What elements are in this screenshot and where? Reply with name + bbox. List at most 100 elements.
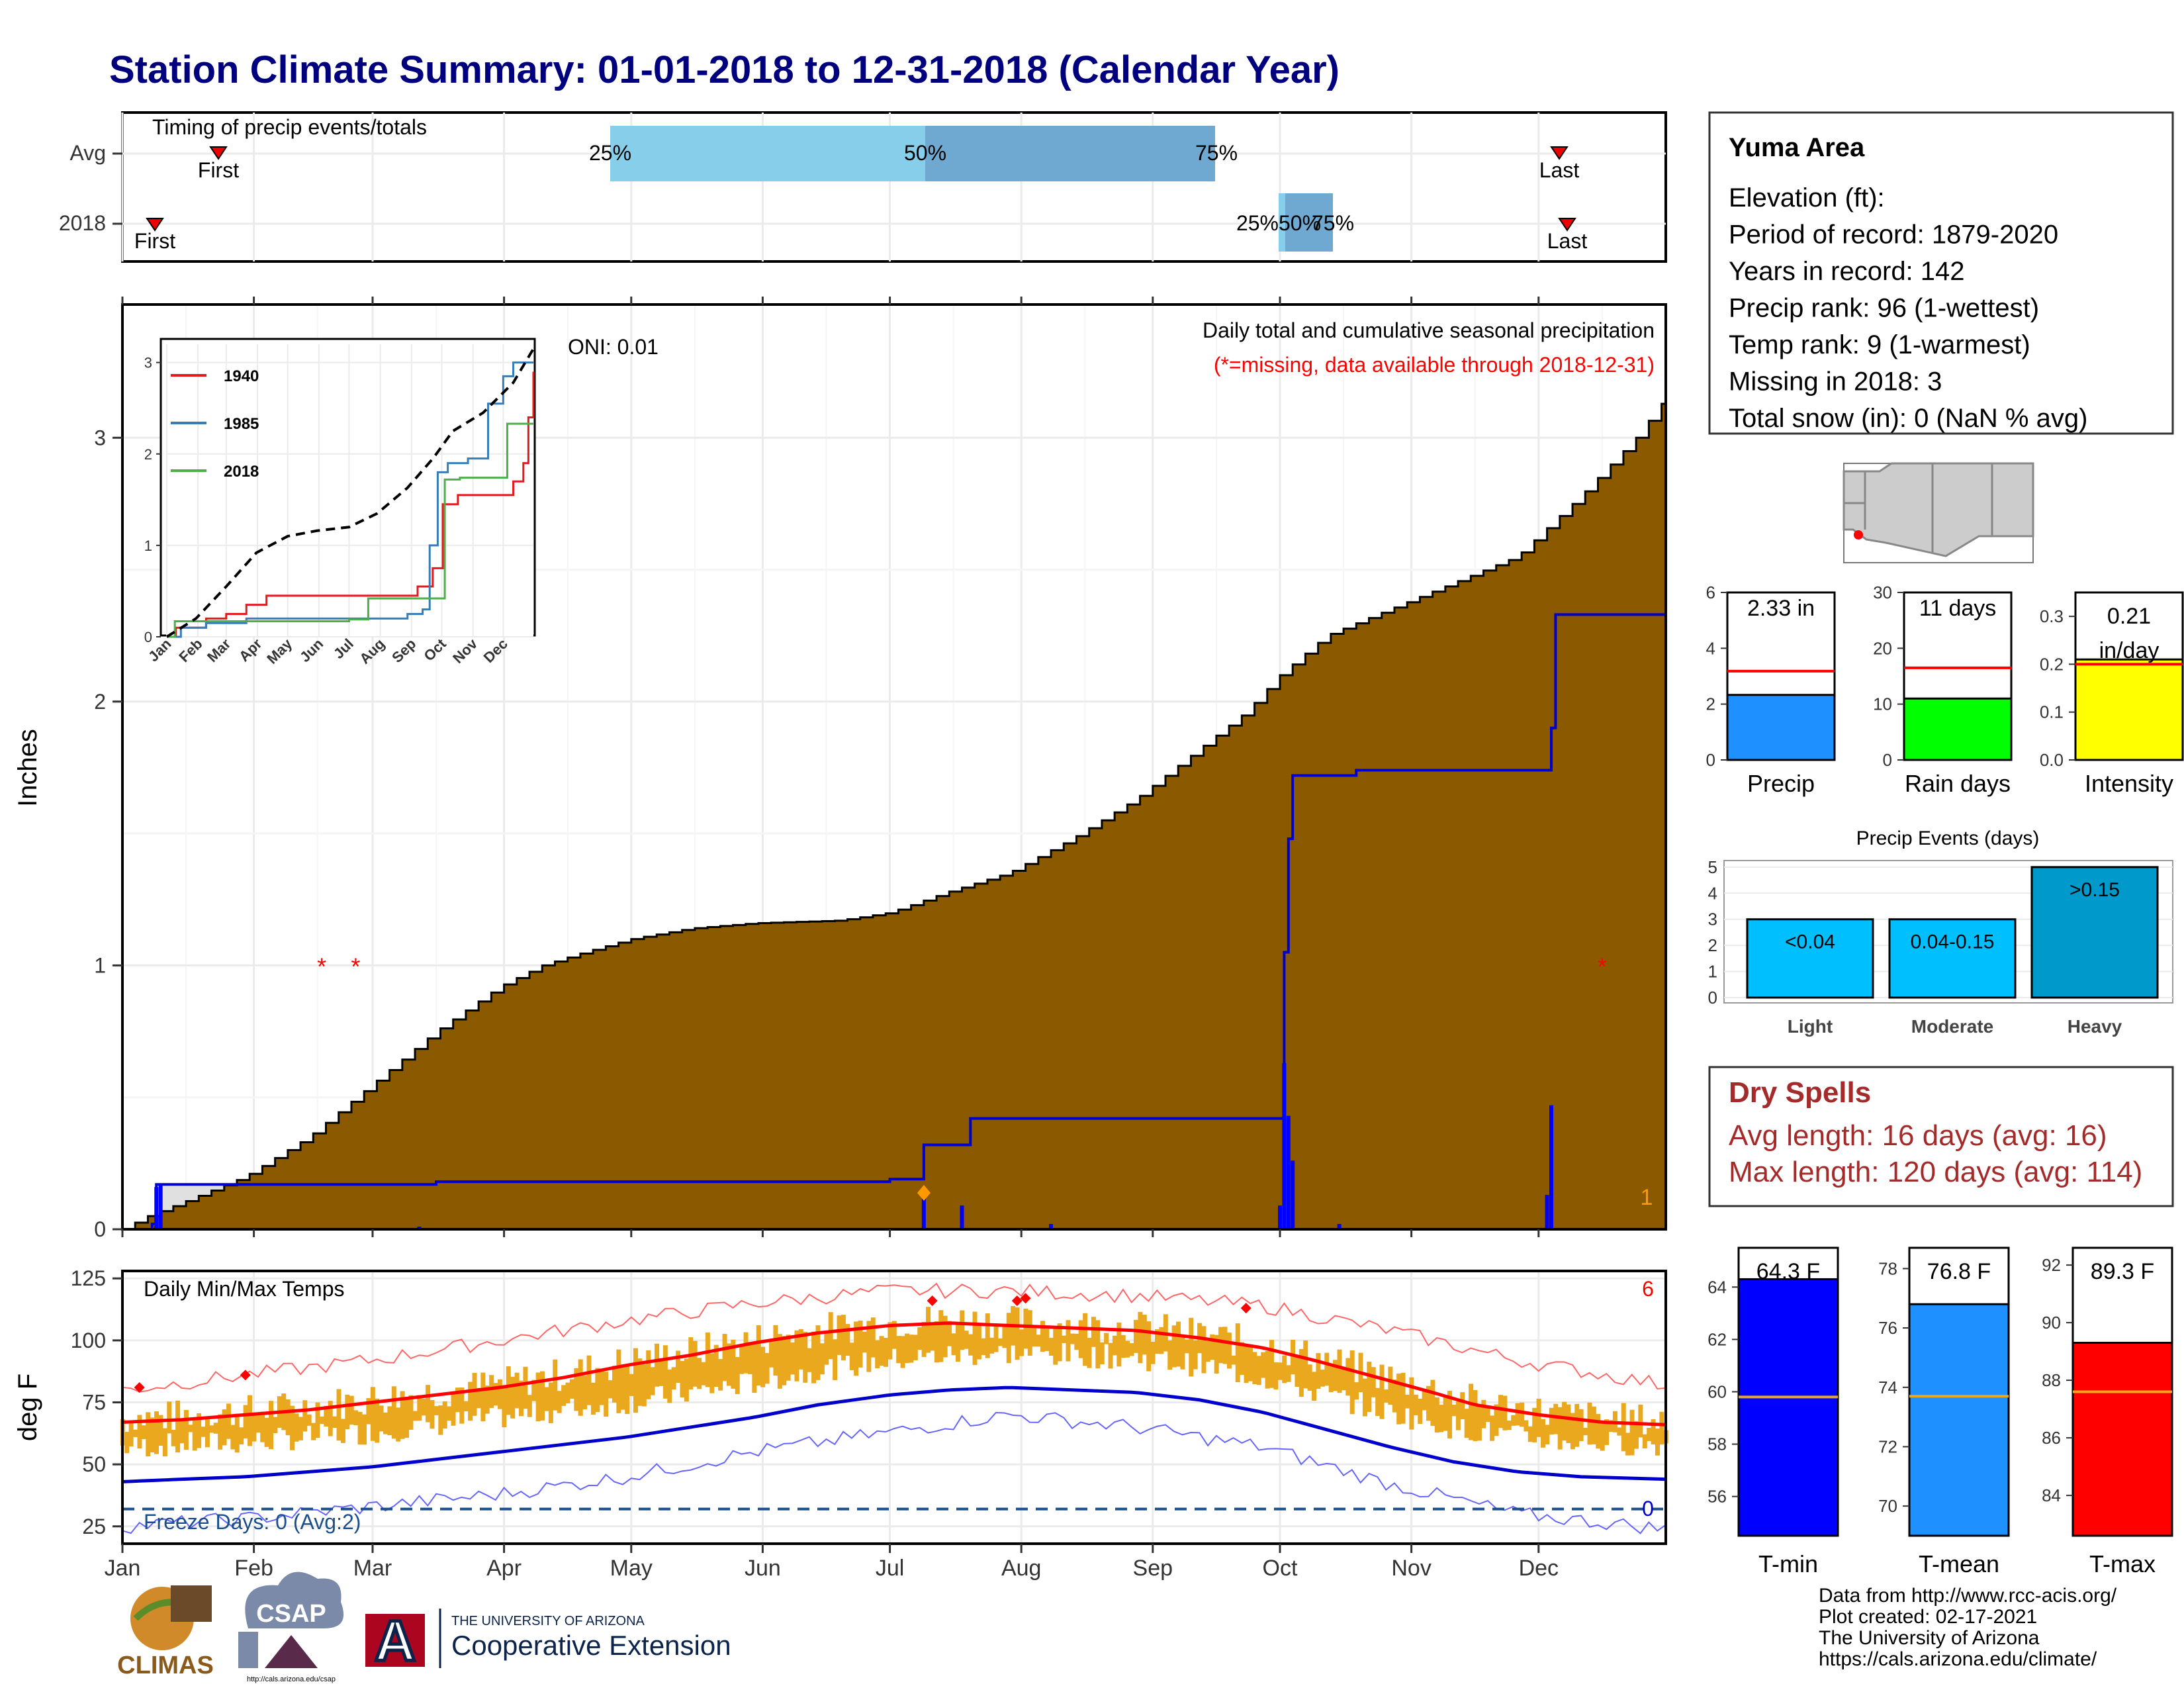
info-line: Temp rank: 9 (1-warmest) — [1729, 330, 2030, 359]
temp-ylabel: deg F — [13, 1374, 42, 1441]
precip-panel: * * * 0 1 2 3 Inches Daily total and cumulati… — [13, 297, 1667, 1241]
temp-range-bar — [837, 1315, 842, 1355]
temp-range-bar — [197, 1413, 202, 1448]
temp-range-bar — [1562, 1401, 1567, 1441]
temp-range-bar — [1460, 1392, 1465, 1419]
temp-range-bar — [735, 1357, 740, 1394]
temp-range-bar — [854, 1321, 859, 1376]
temp-range-bar — [1231, 1355, 1236, 1365]
temp-range-bar — [1044, 1329, 1050, 1351]
ua-name: THE UNIVERSITY OF ARIZONA — [451, 1614, 645, 1628]
temp-range-bar — [1655, 1429, 1660, 1456]
temp-range-bar — [985, 1313, 990, 1358]
temp-range-bar — [324, 1405, 329, 1427]
temp-range-bar — [1477, 1405, 1482, 1441]
csap-url: http://cals.arizona.edu/csap — [247, 1675, 336, 1683]
temp-range-bar — [1269, 1340, 1274, 1388]
month-label: Mar — [353, 1556, 392, 1581]
temp-range-bar — [1600, 1421, 1605, 1451]
temp-range-bar — [1341, 1368, 1346, 1391]
summary-value: 11 days — [1919, 596, 1997, 621]
temp-range-bar — [917, 1327, 923, 1350]
temp-range-bar — [1345, 1358, 1351, 1396]
temp-range-bar — [1057, 1323, 1062, 1362]
temp-range-bar — [608, 1380, 613, 1399]
temp-range-bar — [731, 1339, 736, 1389]
temp-summary-value: 64.3 F — [1756, 1259, 1820, 1284]
summary-bar-rain-days — [1903, 697, 2013, 761]
month-label: Nov — [1391, 1556, 1431, 1581]
temp-range-bar — [1069, 1333, 1075, 1344]
temp-range-bar — [659, 1360, 664, 1386]
events-category-label: Moderate — [1911, 1016, 1993, 1037]
temp-range-bar — [557, 1391, 562, 1413]
temp-panel-label: Daily Min/Max Temps — [144, 1277, 344, 1301]
temp-range-bar — [510, 1376, 516, 1419]
temp-range-bar — [1511, 1415, 1516, 1426]
info-line: Missing in 2018: 3 — [1729, 367, 1942, 397]
temp-ytick-label: 125 — [71, 1266, 106, 1290]
temp-range-bar — [599, 1370, 604, 1405]
temp-range-bar — [433, 1406, 439, 1415]
y2018-last-label: Last — [1547, 229, 1588, 253]
events-category-label: Light — [1788, 1016, 1833, 1037]
temp-range-bar — [523, 1366, 528, 1409]
temp-range-bar — [1091, 1317, 1096, 1347]
temp-range-bar — [146, 1412, 151, 1457]
temp-range-bar — [1519, 1402, 1524, 1427]
temp-range-bar — [1171, 1325, 1177, 1368]
temp-range-bar — [790, 1342, 796, 1375]
temp-range-bar — [167, 1401, 172, 1434]
temp-range-bar — [1120, 1335, 1126, 1358]
temp-range-bar — [1418, 1398, 1423, 1425]
avg-first-marker — [209, 146, 228, 160]
temp-range-bar — [124, 1432, 130, 1454]
inset-ytick-label: 3 — [144, 355, 152, 371]
temp-range-bar — [1252, 1352, 1257, 1385]
temp-range-bar — [713, 1344, 719, 1387]
summary-label: Intensity — [2085, 770, 2173, 797]
temp-range-bar — [1524, 1420, 1529, 1432]
temp-range-bar — [426, 1385, 431, 1423]
temp-range-bar — [1443, 1396, 1448, 1431]
temp-range-bar — [862, 1331, 867, 1353]
temp-range-bar — [1527, 1426, 1533, 1442]
temp-range-bar — [747, 1342, 752, 1374]
temp-range-bar — [553, 1359, 558, 1411]
temp-summary-ytick-label: 64 — [1707, 1277, 1727, 1297]
temp-range-bar — [476, 1387, 481, 1409]
inset-series-1940 — [167, 371, 535, 638]
footer-credit-line: The University of Arizona — [1819, 1627, 2040, 1649]
temp-range-bar — [1036, 1335, 1041, 1347]
inset-ytick-label: 1 — [144, 538, 152, 554]
temp-range-bar — [1515, 1403, 1520, 1426]
temp-range-bar — [718, 1359, 723, 1391]
temp-range-bar — [171, 1429, 176, 1446]
temp-range-bar — [1273, 1362, 1279, 1389]
temp-range-bar — [646, 1350, 651, 1399]
temp-range-bar — [1621, 1403, 1626, 1452]
temp-range-bar — [260, 1411, 265, 1442]
temp-range-bar — [306, 1414, 312, 1426]
temp-range-bar — [972, 1311, 978, 1365]
temp-range-bar — [548, 1382, 553, 1423]
avg-first-label: First — [198, 158, 239, 182]
temp-summary-ytick-label: 74 — [1878, 1378, 1897, 1397]
csap-logo: CSAP http://cals.arizona.edu/csap — [238, 1571, 344, 1683]
temp-range-bar — [1032, 1327, 1037, 1347]
temp-range-bar — [535, 1372, 541, 1422]
temp-range-bar — [1485, 1405, 1490, 1423]
temp-range-bar — [366, 1398, 371, 1425]
temp-range-bar — [1625, 1432, 1631, 1456]
temp-range-bar — [480, 1372, 486, 1422]
temp-range-bar — [506, 1366, 511, 1415]
temp-range-bar — [968, 1334, 974, 1356]
temp-range-bar — [1295, 1356, 1300, 1387]
temp-range-bar — [502, 1385, 507, 1428]
temp-range-bar — [1095, 1320, 1101, 1369]
avg-p75-label: 75% — [1195, 141, 1238, 165]
temp-range-bar — [1099, 1342, 1105, 1364]
temp-summary-ytick-label: 78 — [1878, 1258, 1897, 1278]
temp-summary-value: 76.8 F — [1927, 1259, 1991, 1284]
temp-range-bar — [1371, 1367, 1376, 1397]
